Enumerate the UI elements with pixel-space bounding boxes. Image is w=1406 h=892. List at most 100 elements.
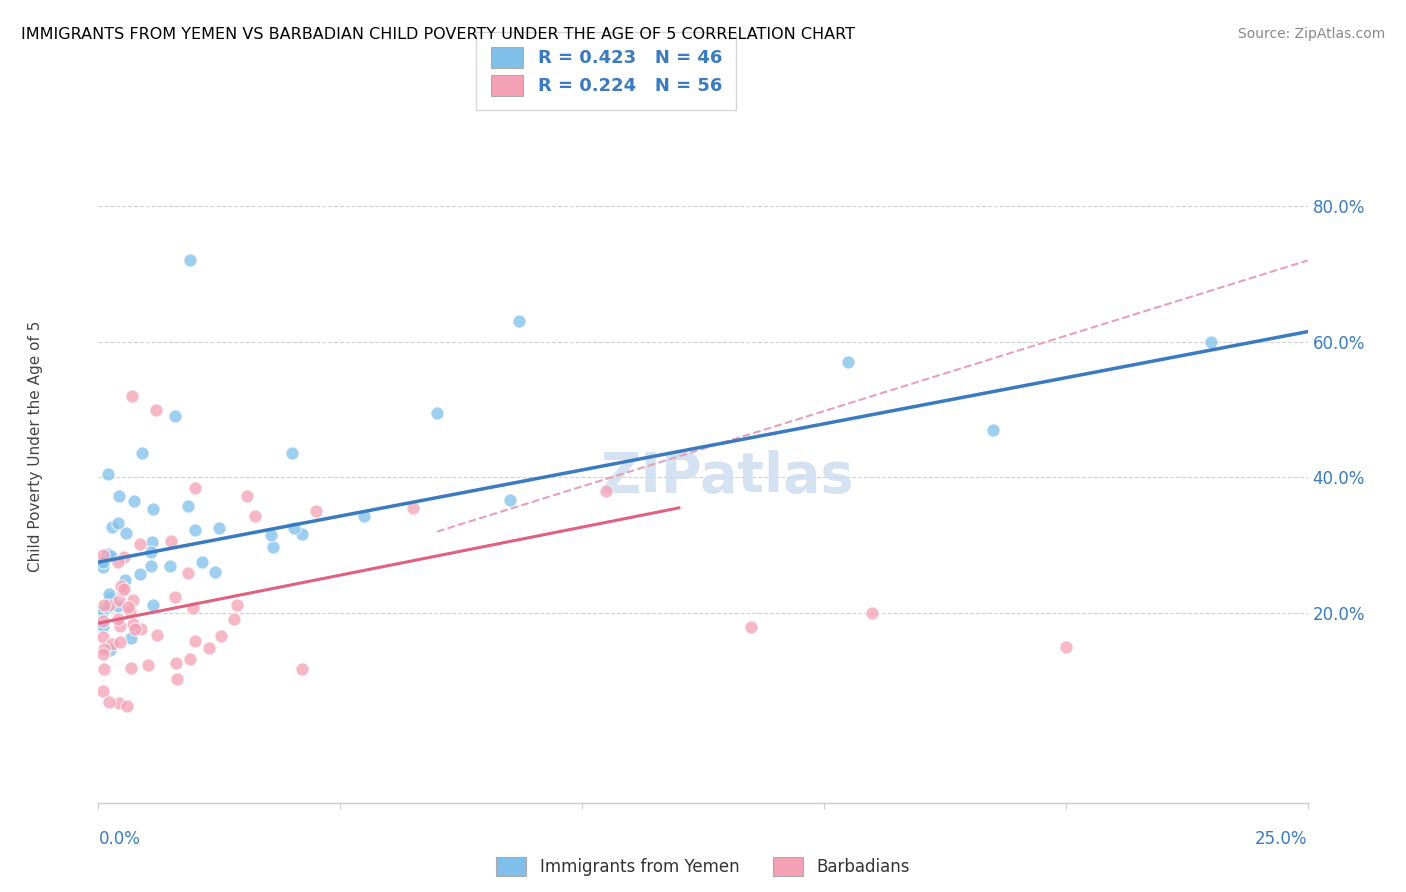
Point [107, 612, 129, 626]
Point [91, 560, 114, 574]
Point [110, 619, 132, 633]
Point [1054, 640, 1077, 654]
Point [100, 549, 122, 564]
Point [108, 489, 131, 503]
Point [112, 549, 135, 564]
Point [179, 652, 201, 666]
Point [305, 504, 328, 518]
Text: 25.0%: 25.0% [1256, 830, 1308, 848]
Point [96, 599, 118, 614]
Point [97, 694, 120, 708]
Text: 0.0%: 0.0% [98, 830, 141, 848]
Point [163, 409, 186, 423]
Point [179, 253, 201, 268]
Point [211, 629, 233, 643]
Point [108, 696, 131, 710]
Point [98, 587, 121, 601]
Point [208, 521, 231, 535]
Point [508, 314, 530, 328]
Point [91, 555, 114, 569]
Point [91, 548, 114, 562]
Point [165, 656, 187, 670]
Point [115, 698, 138, 713]
Point [353, 509, 375, 524]
Point [107, 516, 129, 531]
Point [191, 555, 214, 569]
Point [262, 540, 284, 554]
Point [176, 500, 198, 514]
Point [120, 631, 142, 645]
Point [93, 642, 115, 657]
Text: IMMIGRANTS FROM YEMEN VS BARBADIAN CHILD POVERTY UNDER THE AGE OF 5 CORRELATION : IMMIGRANTS FROM YEMEN VS BARBADIAN CHILD… [21, 27, 855, 42]
Point [107, 599, 129, 613]
Point [91, 603, 114, 617]
Point [160, 534, 183, 549]
Point [740, 619, 762, 633]
Point [1199, 334, 1222, 349]
Point [283, 521, 305, 535]
Point [112, 582, 135, 597]
Point [129, 622, 152, 636]
Point [426, 406, 449, 420]
Point [120, 661, 142, 675]
Point [108, 592, 131, 607]
Point [142, 598, 165, 612]
Text: ZIPatlas: ZIPatlas [600, 450, 853, 504]
Point [236, 489, 259, 503]
Point [595, 483, 617, 498]
Point [159, 559, 181, 574]
Point [139, 545, 162, 559]
Point [121, 389, 143, 403]
Point [98, 643, 121, 657]
Point [291, 662, 314, 676]
Point [177, 566, 200, 580]
Point [136, 658, 159, 673]
Legend: Immigrants from Yemen, Barbadians: Immigrants from Yemen, Barbadians [489, 850, 917, 882]
Point [184, 523, 207, 537]
Point [107, 555, 129, 569]
Point [184, 634, 207, 648]
Point [165, 590, 187, 604]
Point [291, 527, 314, 541]
Point [111, 582, 134, 597]
Point [981, 423, 1004, 437]
Text: Source: ZipAtlas.com: Source: ZipAtlas.com [1237, 27, 1385, 41]
Point [91, 684, 114, 698]
Text: Child Poverty Under the Age of 5: Child Poverty Under the Age of 5 [28, 320, 42, 572]
Point [101, 520, 124, 534]
Point [260, 527, 283, 541]
Point [110, 579, 132, 593]
Point [93, 662, 115, 676]
Point [226, 598, 249, 612]
Point [141, 558, 163, 573]
Point [114, 573, 136, 587]
Point [117, 599, 139, 614]
Point [114, 526, 136, 541]
Point [131, 446, 153, 460]
Point [204, 565, 226, 579]
Point [118, 604, 141, 618]
Point [97, 547, 120, 561]
Point [245, 508, 267, 523]
Point [97, 598, 120, 612]
Point [97, 467, 120, 482]
Point [93, 598, 115, 612]
Point [98, 591, 121, 605]
Point [281, 446, 304, 460]
Point [166, 672, 188, 686]
Point [198, 641, 221, 656]
Point [141, 534, 163, 549]
Point [124, 622, 146, 636]
Point [101, 637, 124, 651]
Point [122, 494, 145, 508]
Point [91, 619, 114, 633]
Point [122, 617, 145, 632]
Point [142, 501, 165, 516]
Point [108, 635, 131, 649]
Point [129, 566, 152, 581]
Point [91, 647, 114, 661]
Point [146, 628, 169, 642]
Point [860, 606, 883, 620]
Point [184, 481, 207, 495]
Point [91, 615, 114, 629]
